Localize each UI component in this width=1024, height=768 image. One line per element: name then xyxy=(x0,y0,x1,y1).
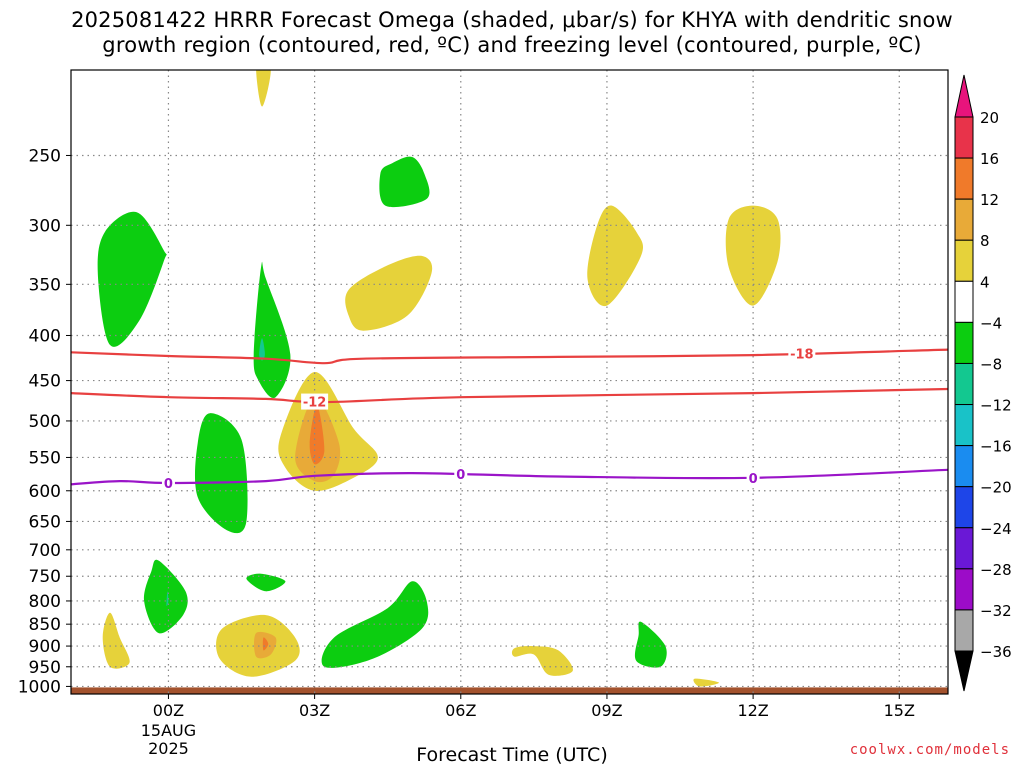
omega-region-17 xyxy=(309,405,325,465)
y-tick-label-10: 750 xyxy=(29,567,61,587)
colorbar-label-11: −28 xyxy=(980,561,1012,579)
snow-growth-label-0: -18 xyxy=(790,348,814,363)
colorbar-label-5: −4 xyxy=(980,314,1002,332)
colorbar-label-6: −8 xyxy=(980,355,1002,373)
y-tick-label-6: 550 xyxy=(29,448,61,468)
colorbar-swatch-11 xyxy=(954,568,974,611)
y-tick-label-15: 1000 xyxy=(18,677,61,697)
x-tick-label-5: 15Z xyxy=(884,701,915,720)
omega-region-21 xyxy=(511,645,573,676)
y-tick-label-13: 900 xyxy=(29,637,61,657)
y-tick-label-4: 450 xyxy=(29,372,61,392)
omega-region-5 xyxy=(379,156,430,208)
y-axis-pressure: 2503003504004505005506006507007508008509… xyxy=(18,146,71,697)
x-tick-sublabel-0-0: 15AUG xyxy=(141,721,196,740)
chart-title-line1: 2025081422 HRRR Forecast Omega (shaded, … xyxy=(71,8,953,32)
omega-region-7 xyxy=(166,591,169,607)
omega-region-6 xyxy=(143,559,188,634)
snow-growth-label-0-bg xyxy=(788,345,816,362)
omega-region-14 xyxy=(262,637,269,651)
colorbar-swatch-6 xyxy=(954,362,974,406)
plot-grid xyxy=(71,70,948,694)
freezing-level-label-0: 0 xyxy=(164,477,173,492)
x-tick-label-2: 06Z xyxy=(445,701,476,720)
colorbar-label-1: 16 xyxy=(980,150,999,168)
y-tick-label-12: 850 xyxy=(29,615,61,635)
y-tick-label-9: 700 xyxy=(29,541,61,561)
site-credit: coolwx.com/models xyxy=(849,742,1010,758)
omega-region-22 xyxy=(693,678,720,687)
ground-surface xyxy=(71,687,948,694)
y-tick-label-7: 600 xyxy=(29,482,61,502)
colorbar-label-4: 4 xyxy=(980,273,990,291)
colorbar-label-9: −20 xyxy=(980,479,1012,497)
x-tick-label-4: 12Z xyxy=(737,701,768,720)
chart-title-line2: growth region (contoured, red, ºC) and f… xyxy=(102,33,922,57)
colorbar-label-0: 20 xyxy=(980,109,999,127)
omega-region-19 xyxy=(587,205,644,307)
omega-region-3 xyxy=(194,413,248,534)
colorbar: 20 16 12 8 4 −4 −8 −12 −16 −20 −24 −28 −32 −36 xyxy=(954,74,1012,692)
omega-region-9 xyxy=(634,621,667,668)
freezing-level-label-1-bg xyxy=(454,466,468,483)
snow-growth-label-1: -12 xyxy=(303,396,327,411)
omega-region-20 xyxy=(725,205,781,306)
colorbar-swatch-9 xyxy=(954,486,974,529)
colorbar-bottom-arrow xyxy=(954,650,974,692)
omega-region-0 xyxy=(97,211,167,347)
freezing-level-label-2: 0 xyxy=(749,472,758,487)
colorbar-swatch-10 xyxy=(954,527,974,570)
colorbar-swatch-12 xyxy=(954,609,974,652)
colorbar-label-8: −16 xyxy=(980,438,1012,456)
snow-growth-contour-0 xyxy=(71,348,948,365)
freezing-level-label-2-bg xyxy=(746,469,760,486)
colorbar-swatch-2 xyxy=(954,198,974,241)
y-tick-label-5: 500 xyxy=(29,412,61,432)
chart-title: 2025081422 HRRR Forecast Omega (shaded, … xyxy=(0,8,1024,58)
x-tick-label-0: 00Z xyxy=(153,701,184,720)
colorbar-swatch-0 xyxy=(954,116,974,159)
snow-growth-contour-1 xyxy=(71,387,948,404)
y-tick-label-1: 300 xyxy=(29,216,61,236)
omega-region-18 xyxy=(345,255,433,331)
temperature-contours: -18 -12 0 0 0 xyxy=(71,345,948,492)
x-tick-sublabel-0-1: 2025 xyxy=(148,739,189,758)
colorbar-label-2: 12 xyxy=(980,191,999,209)
ground-layer xyxy=(71,687,948,694)
colorbar-swatch-8 xyxy=(954,445,974,488)
y-tick-label-0: 250 xyxy=(29,146,61,166)
x-axis-title: Forecast Time (UTC) xyxy=(416,744,608,766)
colorbar-swatch-1 xyxy=(954,157,974,200)
colorbar-label-12: −32 xyxy=(980,602,1012,620)
x-tick-label-3: 09Z xyxy=(591,701,622,720)
colorbar-label-13: −36 xyxy=(980,643,1012,661)
omega-region-11 xyxy=(102,612,130,669)
freezing-level-label-1: 0 xyxy=(456,468,465,483)
colorbar-swatch-3 xyxy=(954,239,974,282)
y-tick-label-3: 400 xyxy=(29,326,61,346)
x-tick-label-1: 03Z xyxy=(299,701,330,720)
omega-shading xyxy=(97,70,781,687)
colorbar-label-3: 8 xyxy=(980,232,990,250)
omega-region-4 xyxy=(246,573,286,592)
plot-frame xyxy=(70,69,949,695)
y-tick-label-8: 650 xyxy=(29,512,61,532)
colorbar-swatch-4 xyxy=(954,280,974,323)
colorbar-swatch-7 xyxy=(954,404,974,447)
colorbar-label-7: −12 xyxy=(980,397,1012,415)
colorbar-label-10: −24 xyxy=(980,520,1012,538)
y-tick-label-2: 350 xyxy=(29,275,61,295)
omega-region-2 xyxy=(259,338,265,361)
omega-region-1 xyxy=(253,261,291,399)
y-tick-label-11: 800 xyxy=(29,592,61,612)
snow-growth-label-1-bg xyxy=(301,393,329,410)
colorbar-top-arrow xyxy=(954,74,974,118)
y-tick-label-14: 950 xyxy=(29,658,61,678)
omega-region-10 xyxy=(256,70,271,107)
colorbar-swatch-5 xyxy=(954,321,974,364)
freezing-level-label-0-bg xyxy=(161,475,175,492)
